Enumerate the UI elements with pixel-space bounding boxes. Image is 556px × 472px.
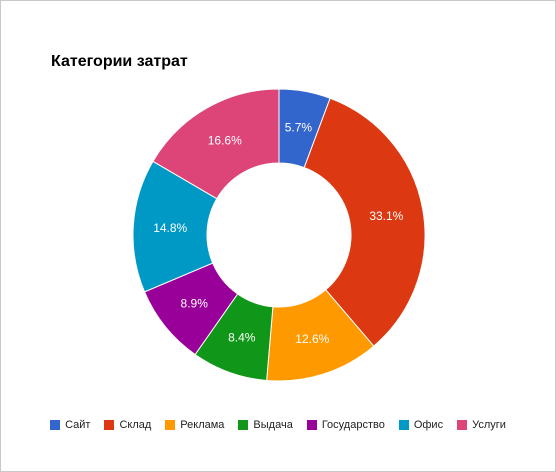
- slice-label-4: 8.9%: [181, 296, 209, 310]
- legend-item-3[interactable]: Выдача: [238, 419, 293, 431]
- slice-label-2: 12.6%: [295, 332, 329, 346]
- legend-item-2[interactable]: Реклама: [165, 419, 224, 431]
- legend-item-1[interactable]: Склад: [104, 419, 151, 431]
- legend-label-2: Реклама: [180, 419, 225, 431]
- legend-item-0[interactable]: Сайт: [50, 419, 90, 431]
- chart-title: Категории затрат: [51, 53, 188, 70]
- legend-label-4: Государство: [321, 419, 385, 431]
- slice-label-3: 8.4%: [228, 330, 256, 344]
- slice-label-0: 5.7%: [285, 121, 313, 135]
- slice-label-1: 33.1%: [369, 209, 403, 223]
- legend-item-5[interactable]: Офис: [398, 419, 444, 431]
- legend-swatch-1: [104, 420, 115, 430]
- slice-1[interactable]: [303, 97, 426, 347]
- legend-label-1: Склад: [119, 419, 152, 431]
- legend-item-4[interactable]: Государство: [306, 419, 385, 431]
- legend-swatch-5: [398, 420, 409, 430]
- legend-swatch-4: [306, 420, 317, 430]
- slice-label-6: 16.6%: [208, 133, 242, 147]
- slice-label-5: 14.8%: [153, 221, 187, 235]
- legend-label-0: Сайт: [65, 419, 91, 431]
- legend-swatch-6: [457, 420, 468, 430]
- legend-item-6[interactable]: Услуги: [457, 419, 506, 431]
- legend-swatch-3: [238, 420, 249, 430]
- legend-label-5: Офис: [413, 419, 444, 431]
- labels-group: 5.7% 33.1% 12.6% 8.4% 8.9% 14.8% 16.6%: [153, 121, 403, 346]
- legend: Сайт Склад Реклама Выдача Государство Офис Усл…: [0, 419, 556, 431]
- legend-label-6: Услуги: [472, 419, 506, 431]
- legend-swatch-0: [50, 420, 61, 430]
- slice-6[interactable]: [152, 88, 280, 200]
- slices-group: [132, 88, 426, 382]
- legend-label-3: Выдача: [253, 419, 293, 431]
- legend-swatch-2: [165, 420, 176, 430]
